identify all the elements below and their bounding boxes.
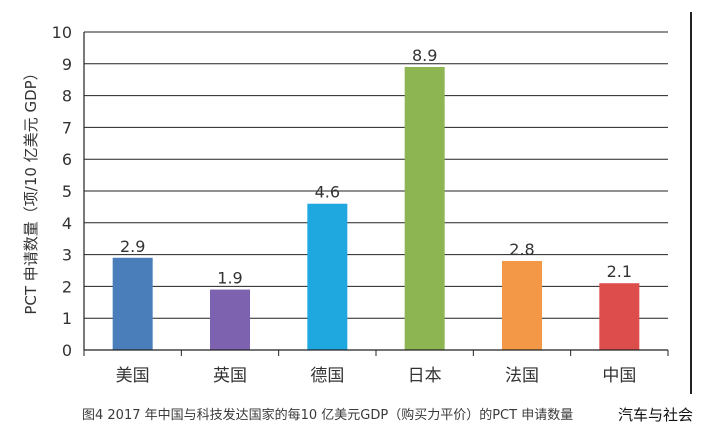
page-edge-rule [690, 12, 692, 394]
y-tick-label: 5 [62, 182, 72, 201]
data-label: 2.1 [607, 262, 632, 281]
bar-0 [112, 257, 153, 350]
data-labels: 2.9 1.9 4.6 8.9 2.8 2.1 [120, 46, 632, 288]
data-label: 2.9 [120, 237, 145, 256]
x-tick-label: 法国 [505, 366, 539, 386]
y-tick-label: 9 [62, 55, 72, 74]
bar-4 [502, 260, 542, 350]
figure-caption: 图4 2017 年中国与科技发达国家的每10 亿美元GDP（购买力平价）的PCT… [82, 408, 574, 423]
y-tick-label: 7 [62, 118, 72, 137]
bar-3 [404, 66, 445, 350]
data-label: 8.9 [412, 46, 437, 65]
y-tick-label: 8 [62, 87, 72, 106]
bar-1 [210, 289, 250, 350]
x-tick-label: 英国 [213, 366, 247, 386]
axes: 0 1 2 3 4 5 6 7 8 9 10 美国 英国 德国 日本 法国 中国 [52, 23, 669, 386]
x-tick-label: 美国 [116, 366, 150, 386]
bar-5 [599, 283, 640, 350]
y-tick-label: 1 [62, 309, 72, 328]
bar-2 [307, 203, 348, 350]
data-label: 2.8 [509, 240, 534, 259]
y-tick-label: 10 [52, 23, 72, 42]
y-tick-label: 2 [62, 277, 72, 296]
watermark: 汽车与社会 [616, 404, 696, 425]
y-axis-label: PCT 申请数量（项/10 亿美元 GDP） [22, 65, 40, 314]
y-tick-label: 0 [62, 341, 72, 360]
data-label: 1.9 [217, 269, 242, 288]
gridlines [84, 31, 668, 319]
y-tick-label: 3 [62, 246, 72, 265]
x-tick-label: 日本 [408, 366, 442, 386]
y-tick-label: 6 [62, 150, 72, 169]
x-tick-label: 中国 [602, 366, 636, 386]
bars [112, 66, 640, 350]
y-tick-label: 4 [62, 214, 72, 233]
data-label: 4.6 [315, 183, 340, 202]
x-tick-label: 德国 [310, 366, 344, 386]
